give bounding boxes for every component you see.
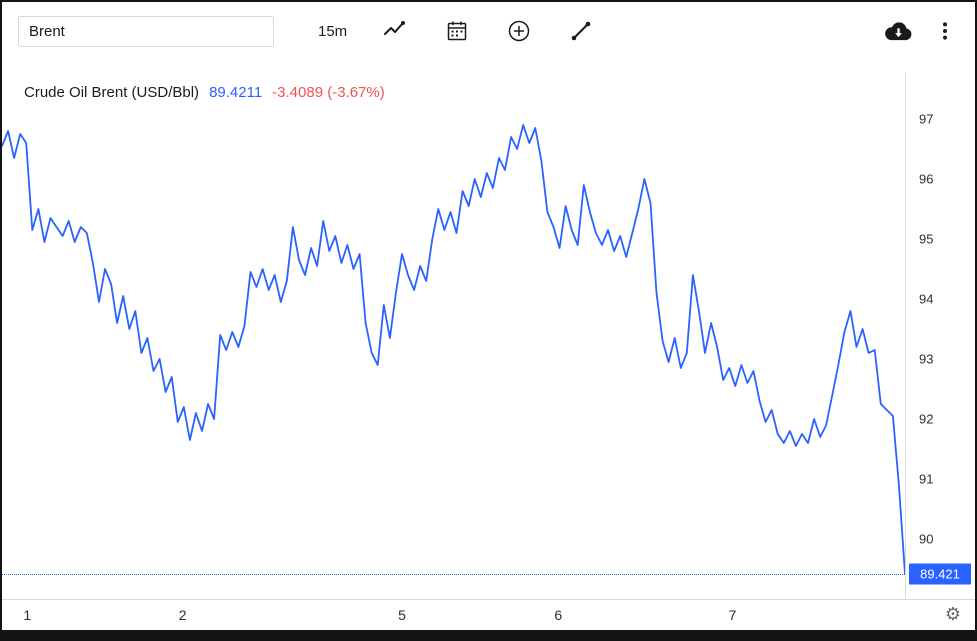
interval-button[interactable]: 15m: [318, 22, 348, 40]
y-tick-label: 90: [919, 531, 934, 547]
y-tick-label: 95: [919, 231, 934, 247]
plus-circle-icon: [508, 20, 530, 42]
download-button[interactable]: [881, 17, 915, 45]
menu-button[interactable]: [933, 16, 957, 46]
y-tick-label: 94: [919, 291, 934, 307]
y-tick-label: 92: [919, 411, 934, 427]
drawing-tools-button[interactable]: [567, 17, 595, 45]
y-axis[interactable]: 89.421 97 96 95 94 93 92 91 90: [905, 72, 975, 600]
y-tick-label: 96: [919, 171, 934, 187]
x-axis[interactable]: 1 2 5 6 7 ⚙: [2, 599, 975, 630]
calendar-icon: [447, 21, 467, 41]
settings-gear-icon[interactable]: ⚙: [944, 604, 961, 625]
last-price-line: [2, 573, 905, 575]
toolbar: 15m: [2, 2, 975, 60]
y-tick-label: 91: [919, 471, 934, 487]
x-tick-label: 5: [398, 607, 406, 623]
x-axis-labels: 1 2 5 6 7: [2, 600, 905, 630]
bottom-bar: [2, 630, 975, 639]
line-chart-icon: [384, 21, 406, 35]
price-line: [2, 124, 905, 575]
compare-button[interactable]: [505, 17, 533, 45]
trend-line-icon: [571, 21, 591, 41]
legend: Crude Oil Brent (USD/Bbl) 89.4211 -3.408…: [24, 84, 385, 101]
y-tick-label: 97: [919, 111, 934, 127]
chart-type-button[interactable]: [381, 17, 409, 45]
instrument-title: Crude Oil Brent (USD/Bbl): [24, 84, 200, 101]
symbol-search-input[interactable]: [18, 15, 274, 47]
x-tick-label: 6: [554, 607, 563, 623]
x-tick-label: 7: [728, 607, 737, 623]
price-change: -3.4089 (-3.67%): [272, 84, 385, 101]
date-range-button[interactable]: [443, 17, 471, 45]
kebab-menu-icon: [943, 22, 947, 40]
x-tick-label: 1: [23, 607, 32, 623]
last-price-label: 89.421: [909, 563, 971, 585]
x-tick-label: 2: [178, 607, 187, 623]
price-line-svg: [2, 124, 905, 575]
cloud-download-icon: [885, 22, 912, 41]
last-price-value: 89.4211: [209, 84, 263, 101]
plot-area[interactable]: [2, 110, 905, 599]
y-tick-label: 93: [919, 351, 934, 367]
